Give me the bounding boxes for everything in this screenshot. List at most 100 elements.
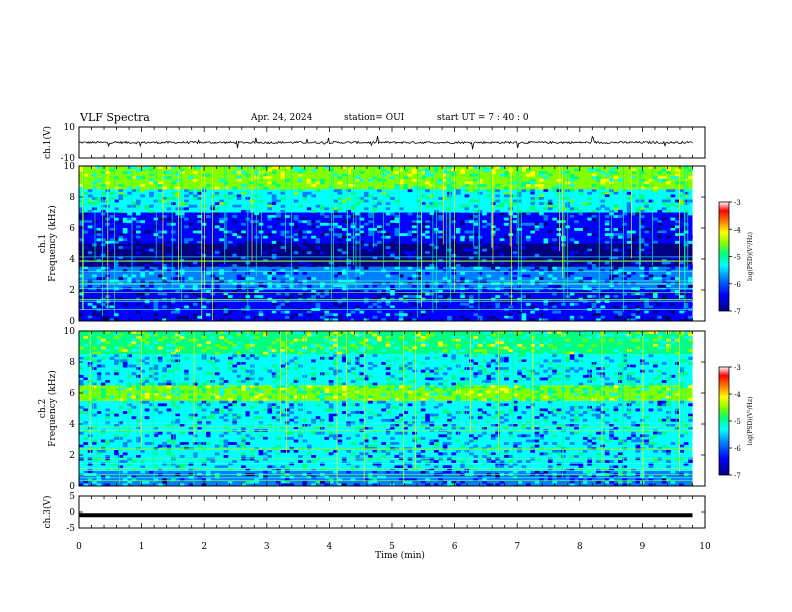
spectrogram-cell — [337, 315, 343, 319]
spectrogram-cell — [376, 333, 382, 337]
spectrogram-cell — [311, 181, 316, 185]
spectrogram-cell — [118, 176, 124, 180]
spectrogram-cell — [302, 246, 308, 249]
spectrogram-cell — [412, 225, 417, 229]
spectrogram-cell — [477, 372, 483, 376]
spectrogram-cell — [552, 217, 557, 221]
spectrogram-cell — [661, 207, 667, 211]
spectrogram-cell — [438, 238, 444, 242]
spectrogram-cell — [153, 313, 159, 317]
spectrogram-cell — [333, 362, 338, 365]
spectrogram-cell — [679, 282, 685, 286]
spectrogram-cell — [433, 372, 439, 376]
spectrogram-cell — [355, 228, 360, 231]
spectrogram-cell — [192, 302, 198, 306]
spectrogram-cell — [328, 315, 334, 319]
spectrogram-cell — [683, 405, 689, 409]
spectrogram-cell — [144, 290, 150, 293]
spectrogram-cell — [460, 215, 465, 218]
spectrogram-cell — [127, 259, 132, 262]
spectrogram-cell — [271, 230, 277, 234]
spectrogram-cell — [267, 253, 273, 257]
spectrogram-cell — [341, 225, 347, 229]
spectrogram-cell — [197, 305, 202, 309]
spectrogram-cell — [127, 186, 132, 190]
spectrogram-cell — [425, 346, 430, 350]
spectrogram-cell — [600, 191, 606, 195]
spectrogram-cell — [355, 377, 360, 381]
spectrogram-cell — [333, 173, 338, 177]
spectrogram-cell — [280, 173, 286, 177]
spectrogram-cell — [127, 217, 132, 221]
spectrogram-cell — [499, 176, 505, 180]
spectrogram-cell — [403, 186, 408, 190]
spectrogram-cell — [258, 295, 264, 299]
spectrogram-cell — [403, 393, 408, 396]
spectrogram-cell — [241, 354, 246, 358]
spectrogram-cell — [683, 181, 689, 185]
spectrogram-cell — [157, 271, 163, 275]
spectrogram-cell — [499, 315, 505, 319]
spectrogram-cell — [109, 356, 115, 360]
spectrogram-cell — [679, 315, 685, 319]
spectrogram-cell — [394, 367, 400, 371]
spectrogram-cell — [473, 362, 479, 365]
spectrogram-cell — [359, 233, 365, 237]
spectrogram-cell — [118, 385, 124, 389]
spectrogram-cell — [359, 354, 365, 358]
spectrogram-cell — [79, 290, 84, 293]
spectrogram-cell — [407, 282, 413, 286]
spectrogram-cell — [574, 369, 579, 373]
spectrogram-cell — [442, 393, 448, 396]
spectrogram-cell — [346, 269, 351, 273]
spectrogram-cell — [284, 191, 290, 195]
spectrogram-cell — [311, 277, 316, 280]
spectrogram-cell — [582, 364, 588, 368]
spectrogram-cell — [92, 256, 97, 260]
spectrogram-cell — [504, 292, 509, 296]
spectrogram-cell — [162, 336, 167, 340]
spectrogram-cell — [306, 284, 312, 288]
spectrogram-cell — [438, 228, 444, 231]
spectrogram-cell — [100, 346, 106, 350]
spectrogram-cell — [122, 171, 128, 175]
spectrogram-cell — [517, 343, 522, 347]
spectrogram-cell — [517, 253, 522, 257]
spectrogram-cell — [521, 269, 527, 273]
spectrogram-cell — [149, 204, 154, 208]
spectrogram-cell — [670, 194, 676, 198]
spectrogram-cell — [556, 290, 562, 293]
spectrogram-cell — [416, 300, 422, 304]
spectrogram-cell — [613, 266, 619, 270]
spectrogram-cell — [688, 403, 693, 407]
spectrogram-cell — [547, 168, 553, 172]
spectrogram-cell — [574, 346, 579, 350]
spectrogram-cell — [346, 398, 351, 402]
spectrogram-cell — [635, 395, 641, 399]
spectrogram-cell — [236, 261, 242, 265]
spectrogram-cell — [87, 315, 93, 319]
spectrogram-cell — [320, 343, 325, 347]
spectrogram-cell — [109, 256, 115, 260]
spectrogram-cell — [157, 266, 163, 270]
spectrogram-cell — [333, 369, 338, 373]
spectrogram-cell — [328, 356, 334, 360]
spectrogram-cell — [543, 186, 549, 190]
spectrogram-cell — [376, 189, 382, 193]
spectrogram-cell — [521, 181, 527, 185]
spectrogram-cell — [232, 207, 238, 211]
spectrogram-cell — [534, 197, 540, 200]
spectrogram-cell — [455, 199, 461, 203]
spectrogram-cell — [122, 220, 128, 224]
spectrogram-cell — [83, 385, 89, 389]
spectrogram-cell — [306, 333, 312, 337]
spectrogram-cell — [420, 336, 426, 340]
spectrogram-cell — [547, 400, 553, 404]
spectrogram-cell — [683, 395, 689, 399]
spectrogram-cell — [96, 411, 102, 414]
spectrogram-cell — [442, 343, 448, 347]
spectrogram-cell — [135, 181, 141, 185]
spectrogram-cell — [311, 346, 316, 350]
spectrogram-cell — [666, 346, 671, 350]
spectrogram-cell — [477, 300, 483, 304]
